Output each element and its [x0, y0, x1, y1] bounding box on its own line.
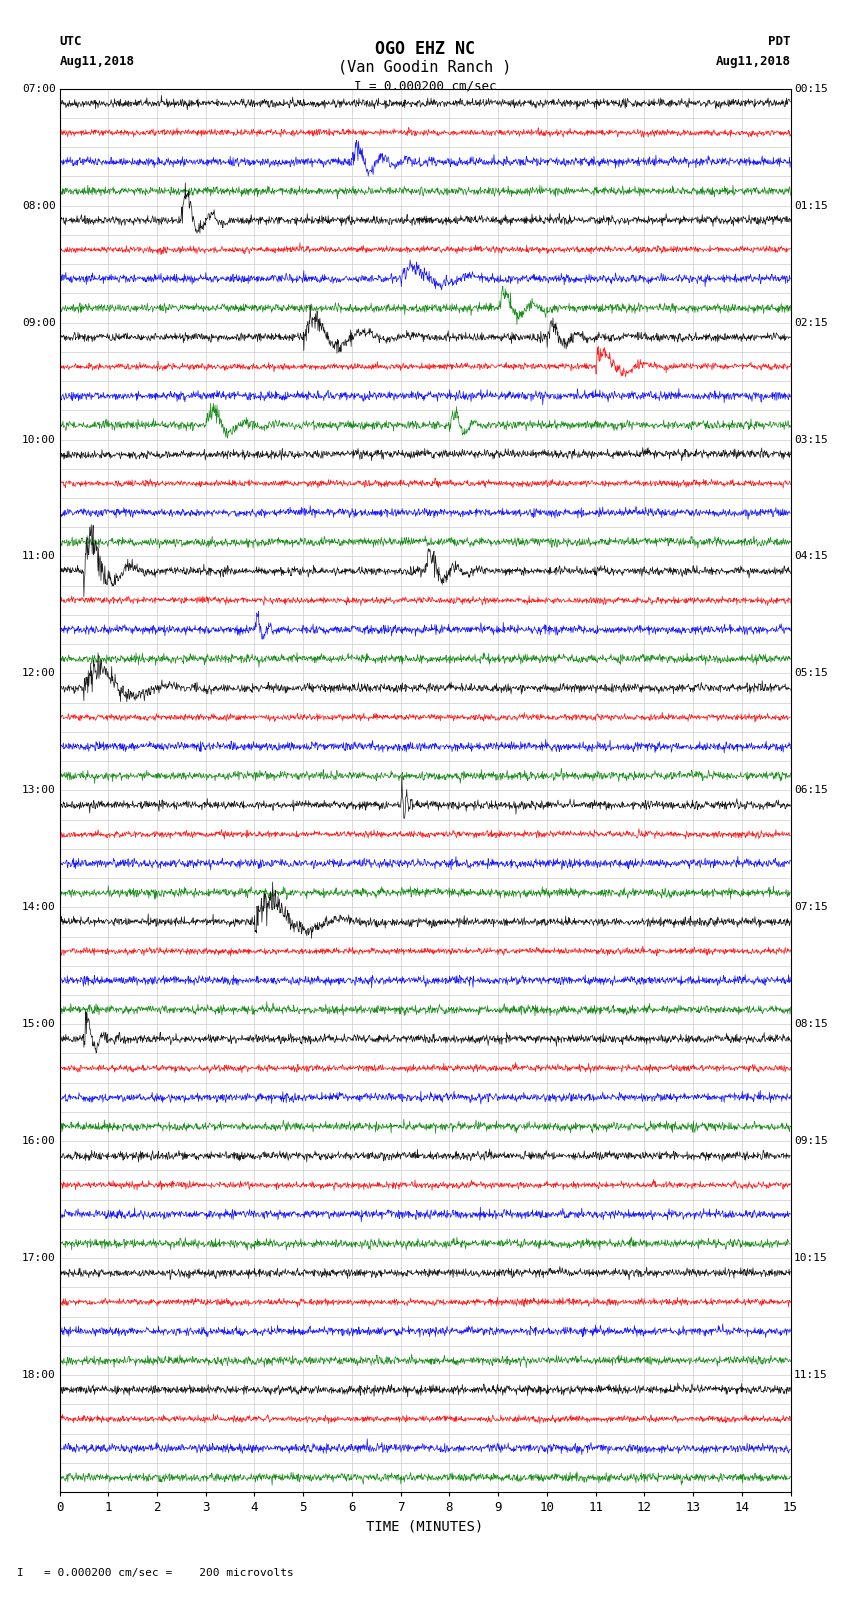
Text: UTC: UTC: [60, 35, 82, 48]
Text: Aug11,2018: Aug11,2018: [716, 55, 790, 68]
Text: 13:00: 13:00: [22, 786, 56, 795]
Text: 12:00: 12:00: [22, 668, 56, 679]
Text: 03:15: 03:15: [794, 434, 828, 445]
Text: 04:15: 04:15: [794, 552, 828, 561]
Text: 08:15: 08:15: [794, 1019, 828, 1029]
Text: Aug11,2018: Aug11,2018: [60, 55, 134, 68]
Text: 07:15: 07:15: [794, 902, 828, 913]
Text: I: I: [17, 1568, 24, 1578]
Text: 08:00: 08:00: [22, 200, 56, 211]
Text: 06:15: 06:15: [794, 786, 828, 795]
Text: 05:15: 05:15: [794, 668, 828, 679]
Text: OGO EHZ NC: OGO EHZ NC: [375, 40, 475, 58]
Text: 02:15: 02:15: [794, 318, 828, 327]
Text: 11:00: 11:00: [22, 552, 56, 561]
Text: 07:00: 07:00: [22, 84, 56, 94]
Text: PDT: PDT: [768, 35, 790, 48]
Text: (Van Goodin Ranch ): (Van Goodin Ranch ): [338, 60, 512, 74]
Text: = 0.000200 cm/sec =    200 microvolts: = 0.000200 cm/sec = 200 microvolts: [17, 1568, 294, 1578]
Text: 16:00: 16:00: [22, 1136, 56, 1147]
Text: 15:00: 15:00: [22, 1019, 56, 1029]
X-axis label: TIME (MINUTES): TIME (MINUTES): [366, 1519, 484, 1534]
Text: 10:00: 10:00: [22, 434, 56, 445]
Text: 14:00: 14:00: [22, 902, 56, 913]
Text: 00:15: 00:15: [794, 84, 828, 94]
Text: 18:00: 18:00: [22, 1369, 56, 1381]
Text: 09:15: 09:15: [794, 1136, 828, 1147]
Text: 01:15: 01:15: [794, 200, 828, 211]
Text: 09:00: 09:00: [22, 318, 56, 327]
Text: 10:15: 10:15: [794, 1253, 828, 1263]
Text: 17:00: 17:00: [22, 1253, 56, 1263]
Text: I = 0.000200 cm/sec: I = 0.000200 cm/sec: [354, 79, 496, 92]
Text: 11:15: 11:15: [794, 1369, 828, 1381]
